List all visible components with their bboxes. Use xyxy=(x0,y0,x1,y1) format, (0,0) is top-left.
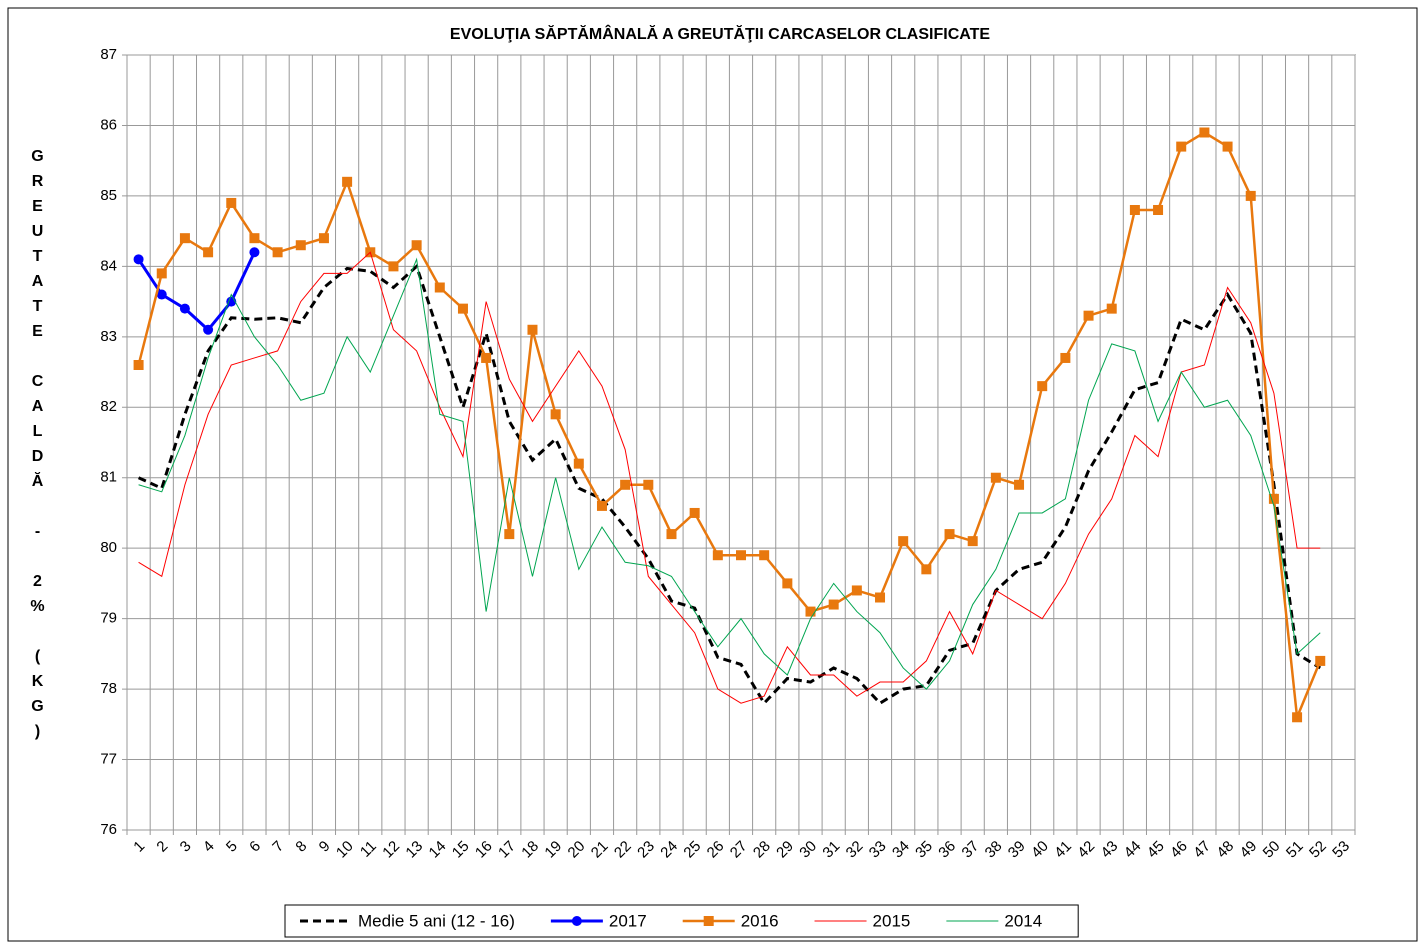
point xyxy=(782,578,793,589)
point xyxy=(527,324,538,335)
series-line xyxy=(138,251,1321,704)
legend-label: 2017 xyxy=(609,911,647,930)
point xyxy=(1292,712,1303,723)
y-tick-label: 79 xyxy=(100,610,117,627)
point xyxy=(272,247,283,258)
point xyxy=(411,240,422,251)
point xyxy=(295,240,306,251)
point xyxy=(457,303,468,314)
point xyxy=(156,289,167,300)
point xyxy=(666,529,677,540)
point xyxy=(203,324,214,335)
point xyxy=(1129,205,1140,215)
point xyxy=(249,233,260,244)
point xyxy=(133,254,144,265)
point xyxy=(1222,141,1233,152)
point xyxy=(1153,205,1164,215)
y-tick-label: 80 xyxy=(100,539,117,556)
point xyxy=(1176,141,1187,152)
point xyxy=(550,409,561,420)
legend-label: Medie 5 ani (12 - 16) xyxy=(358,911,515,930)
y-tick-label: 83 xyxy=(100,328,117,345)
point xyxy=(249,247,260,258)
chart-title: EVOLUŢIA SĂPTĂMÂNALĂ A GREUTĂŢII CARCASE… xyxy=(450,24,990,43)
legend-marker xyxy=(703,916,714,926)
point xyxy=(596,500,607,511)
point xyxy=(1199,127,1210,138)
point xyxy=(1268,493,1279,504)
legend-label: 2014 xyxy=(1004,911,1042,930)
point xyxy=(1060,352,1071,363)
legend-label: 2015 xyxy=(873,911,911,930)
point xyxy=(434,282,445,293)
series-line xyxy=(137,263,1322,706)
point xyxy=(179,233,190,244)
point xyxy=(179,303,190,314)
point xyxy=(1083,310,1094,321)
point xyxy=(226,197,237,208)
point xyxy=(898,536,909,547)
series-line xyxy=(137,131,1322,718)
point xyxy=(1245,190,1256,201)
point xyxy=(573,458,584,469)
point xyxy=(388,261,399,272)
point xyxy=(133,360,144,370)
point xyxy=(203,247,214,258)
point xyxy=(342,176,353,187)
point xyxy=(712,550,723,561)
point xyxy=(875,592,886,603)
y-tick-label: 87 xyxy=(100,46,117,63)
point xyxy=(504,529,515,540)
point xyxy=(736,550,746,561)
y-tick-label: 78 xyxy=(100,680,117,697)
y-tick-label: 76 xyxy=(100,821,117,838)
point xyxy=(967,536,978,547)
point xyxy=(1315,655,1326,666)
y-tick-label: 85 xyxy=(100,187,117,204)
point xyxy=(156,268,167,279)
point xyxy=(851,585,862,596)
point xyxy=(805,606,816,617)
point xyxy=(1014,479,1025,490)
y-tick-label: 84 xyxy=(100,257,117,274)
point xyxy=(944,529,955,540)
point xyxy=(620,479,631,490)
y-axis-label: GREUTATE CALDĂ - 2% (KG) xyxy=(29,148,46,748)
legend-label: 2016 xyxy=(741,911,779,930)
point xyxy=(828,599,839,610)
y-tick-label: 82 xyxy=(100,398,117,415)
y-tick-label: 77 xyxy=(100,751,117,768)
point xyxy=(1037,381,1048,392)
plot-area xyxy=(126,54,1356,831)
legend-marker xyxy=(571,916,582,926)
point xyxy=(689,507,700,518)
point xyxy=(318,233,329,244)
point xyxy=(990,472,1001,483)
point xyxy=(759,550,770,561)
legend-box xyxy=(284,904,1079,938)
point xyxy=(1106,303,1117,314)
y-tick-label: 86 xyxy=(100,116,117,133)
y-tick-label: 81 xyxy=(100,469,117,486)
point xyxy=(481,352,492,363)
point xyxy=(921,564,932,575)
point xyxy=(643,479,654,490)
series-line xyxy=(138,257,1321,690)
